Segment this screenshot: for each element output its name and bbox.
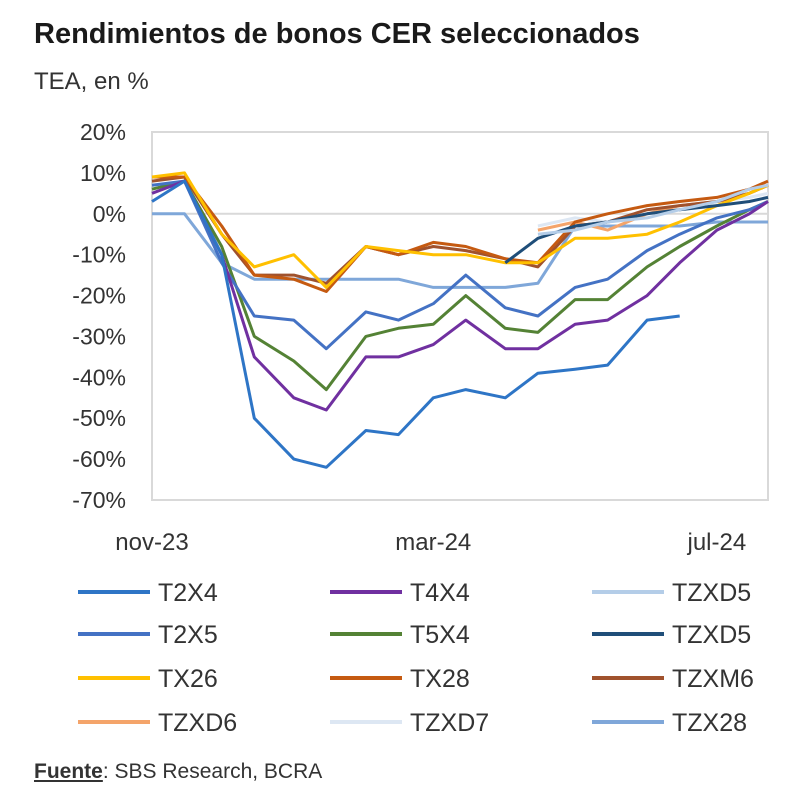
legend-label: T4X4 bbox=[410, 579, 470, 607]
plot-area bbox=[151, 131, 769, 501]
series-line-t5x4 bbox=[151, 179, 769, 392]
series-line-tx26 bbox=[151, 171, 769, 289]
y-tick-label: 0% bbox=[93, 201, 126, 227]
source-text: : SBS Research, BCRA bbox=[102, 760, 323, 783]
x-tick-label: jul-24 bbox=[687, 529, 747, 556]
x-tick-label: nov-23 bbox=[115, 529, 188, 556]
x-tick-label: mar-24 bbox=[395, 529, 471, 556]
legend-label: TZXM6 bbox=[672, 665, 754, 693]
legend-label: TZXD5 bbox=[672, 579, 751, 607]
legend-label: TZXD6 bbox=[158, 709, 237, 737]
y-tick-label: 10% bbox=[80, 160, 126, 186]
y-tick-label: -10% bbox=[72, 242, 126, 268]
y-tick-label: -20% bbox=[72, 283, 126, 309]
y-tick-label: -70% bbox=[72, 487, 126, 513]
y-tick-label: -40% bbox=[72, 364, 126, 390]
y-tick-label: -60% bbox=[72, 446, 126, 472]
series-line-tzx28 bbox=[152, 212, 768, 289]
legend-label: T2X4 bbox=[158, 579, 218, 607]
series-line-tzxd5 bbox=[537, 183, 769, 236]
source-note: Fuente: SBS Research, BCRA bbox=[34, 760, 322, 784]
y-tick-label: 20% bbox=[80, 119, 126, 145]
legend-label: TZXD7 bbox=[410, 709, 489, 737]
legend-label: TZXD5 bbox=[672, 621, 751, 649]
legend-label: T5X4 bbox=[410, 621, 470, 649]
chart-title: Rendimientos de bonos CER seleccionados bbox=[34, 18, 640, 50]
series-line-t2x5 bbox=[151, 179, 769, 351]
series-line-t2x4 bbox=[151, 179, 680, 469]
y-tick-label: -30% bbox=[72, 323, 126, 349]
legend-label: TX26 bbox=[158, 665, 218, 693]
series-line-t4x4 bbox=[151, 179, 769, 412]
legend-label: TZX28 bbox=[672, 709, 747, 737]
chart-subtitle: TEA, en % bbox=[34, 68, 149, 95]
series-line-tx28 bbox=[152, 175, 769, 293]
source-label: Fuente bbox=[34, 760, 103, 783]
legend-label: TX28 bbox=[410, 665, 470, 693]
y-tick-label: -50% bbox=[72, 405, 126, 431]
legend-label: T2X5 bbox=[158, 621, 218, 649]
